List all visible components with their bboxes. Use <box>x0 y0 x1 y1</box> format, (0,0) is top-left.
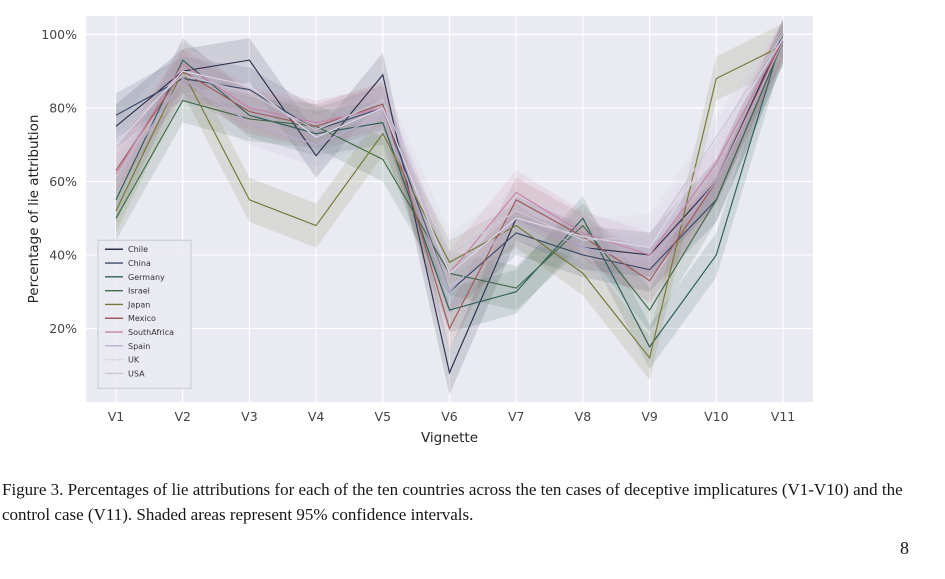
x-tick-label: V9 <box>641 409 658 424</box>
x-tick-label: V10 <box>704 409 729 424</box>
legend-item-SouthAfrica: SouthAfrica <box>105 328 174 337</box>
legend-label-Chile: Chile <box>128 245 148 254</box>
legend-item-USA: USA <box>105 369 145 378</box>
x-tick-label: V6 <box>441 409 458 424</box>
legend-label-Israel: Israel <box>128 287 150 296</box>
x-axis-label: Vignette <box>421 430 478 446</box>
x-tick-label: V11 <box>771 409 795 424</box>
legend-label-SouthAfrica: SouthAfrica <box>128 328 174 337</box>
figure-3: 20% 40% 60% 80% 100% V1 V2 V3 V4 V5 V6 V7 V8 V9 V10 V11… <box>22 6 827 458</box>
y-tick-label: 40% <box>49 247 77 262</box>
y-axis-label: Percentage of lie attribution <box>26 115 42 304</box>
legend-item-Israel: Israel <box>105 287 150 296</box>
y-tick-label: 60% <box>49 174 77 189</box>
figure3-svg: 20% 40% 60% 80% 100% V1 V2 V3 V4 V5 V6 V7 V8 V9 V10 V11… <box>26 16 813 446</box>
series-line-Mexico <box>115 37 784 331</box>
legend-item-Spain: Spain <box>105 342 150 351</box>
x-tick-label: V5 <box>375 409 392 424</box>
y-tick-label: 80% <box>49 100 77 115</box>
y-tick-label: 20% <box>49 321 77 336</box>
legend-item-Japan: Japan <box>105 300 150 309</box>
x-tick-label: V8 <box>575 409 592 424</box>
series-lines <box>115 34 784 375</box>
legend-box <box>97 239 192 389</box>
gridlines <box>86 16 813 402</box>
confidence-band-Spain <box>116 19 783 314</box>
legend-item-Chile: Chile <box>105 245 148 254</box>
page-number: 8 <box>900 538 909 558</box>
legend-item-UK: UK <box>105 356 140 365</box>
legend-label-USA: USA <box>128 369 145 378</box>
legend-label-UK: UK <box>128 356 140 365</box>
legend-item-Mexico: Mexico <box>105 314 156 323</box>
legend-label-Spain: Spain <box>128 342 150 351</box>
confidence-band-Israel <box>116 19 783 333</box>
legend-label-Mexico: Mexico <box>128 314 156 323</box>
x-tick-label: V4 <box>308 409 325 424</box>
series-line-Spain <box>115 41 784 293</box>
legend-label-Germany: Germany <box>128 273 165 282</box>
series-line-Japan <box>115 44 784 360</box>
confidence-band-SouthAfrica <box>116 19 783 296</box>
legend-label-China: China <box>128 259 151 268</box>
y-tick-labels: 20% 40% 60% 80% 100% <box>41 27 77 336</box>
x-tick-labels: V1 V2 V3 V4 V5 V6 V7 V8 V9 V10 V11 <box>108 409 795 424</box>
confidence-band-Japan <box>116 23 783 380</box>
x-tick-label: V2 <box>174 409 191 424</box>
legend-item-China: China <box>105 259 151 268</box>
legend-label-Japan: Japan <box>127 300 150 309</box>
legend-item-Germany: Germany <box>105 273 165 282</box>
y-tick-label: 100% <box>41 27 77 42</box>
confidence-band-Chile <box>116 19 783 395</box>
x-tick-label: V7 <box>508 409 525 424</box>
series-line-UK <box>115 37 784 275</box>
figure-caption: Figure 3. Percentages of lie attribution… <box>2 480 903 524</box>
series-line-Chile <box>115 34 784 375</box>
x-tick-label: V3 <box>241 409 258 424</box>
x-tick-label: V1 <box>108 409 125 424</box>
series-line-Germany <box>115 34 784 348</box>
confidence-band-China <box>116 19 783 314</box>
legend: Chile China Germany Israel Japan Mexico SouthA… <box>97 239 192 389</box>
series-line-USA <box>115 34 784 256</box>
confidence-band-UK <box>116 19 783 296</box>
